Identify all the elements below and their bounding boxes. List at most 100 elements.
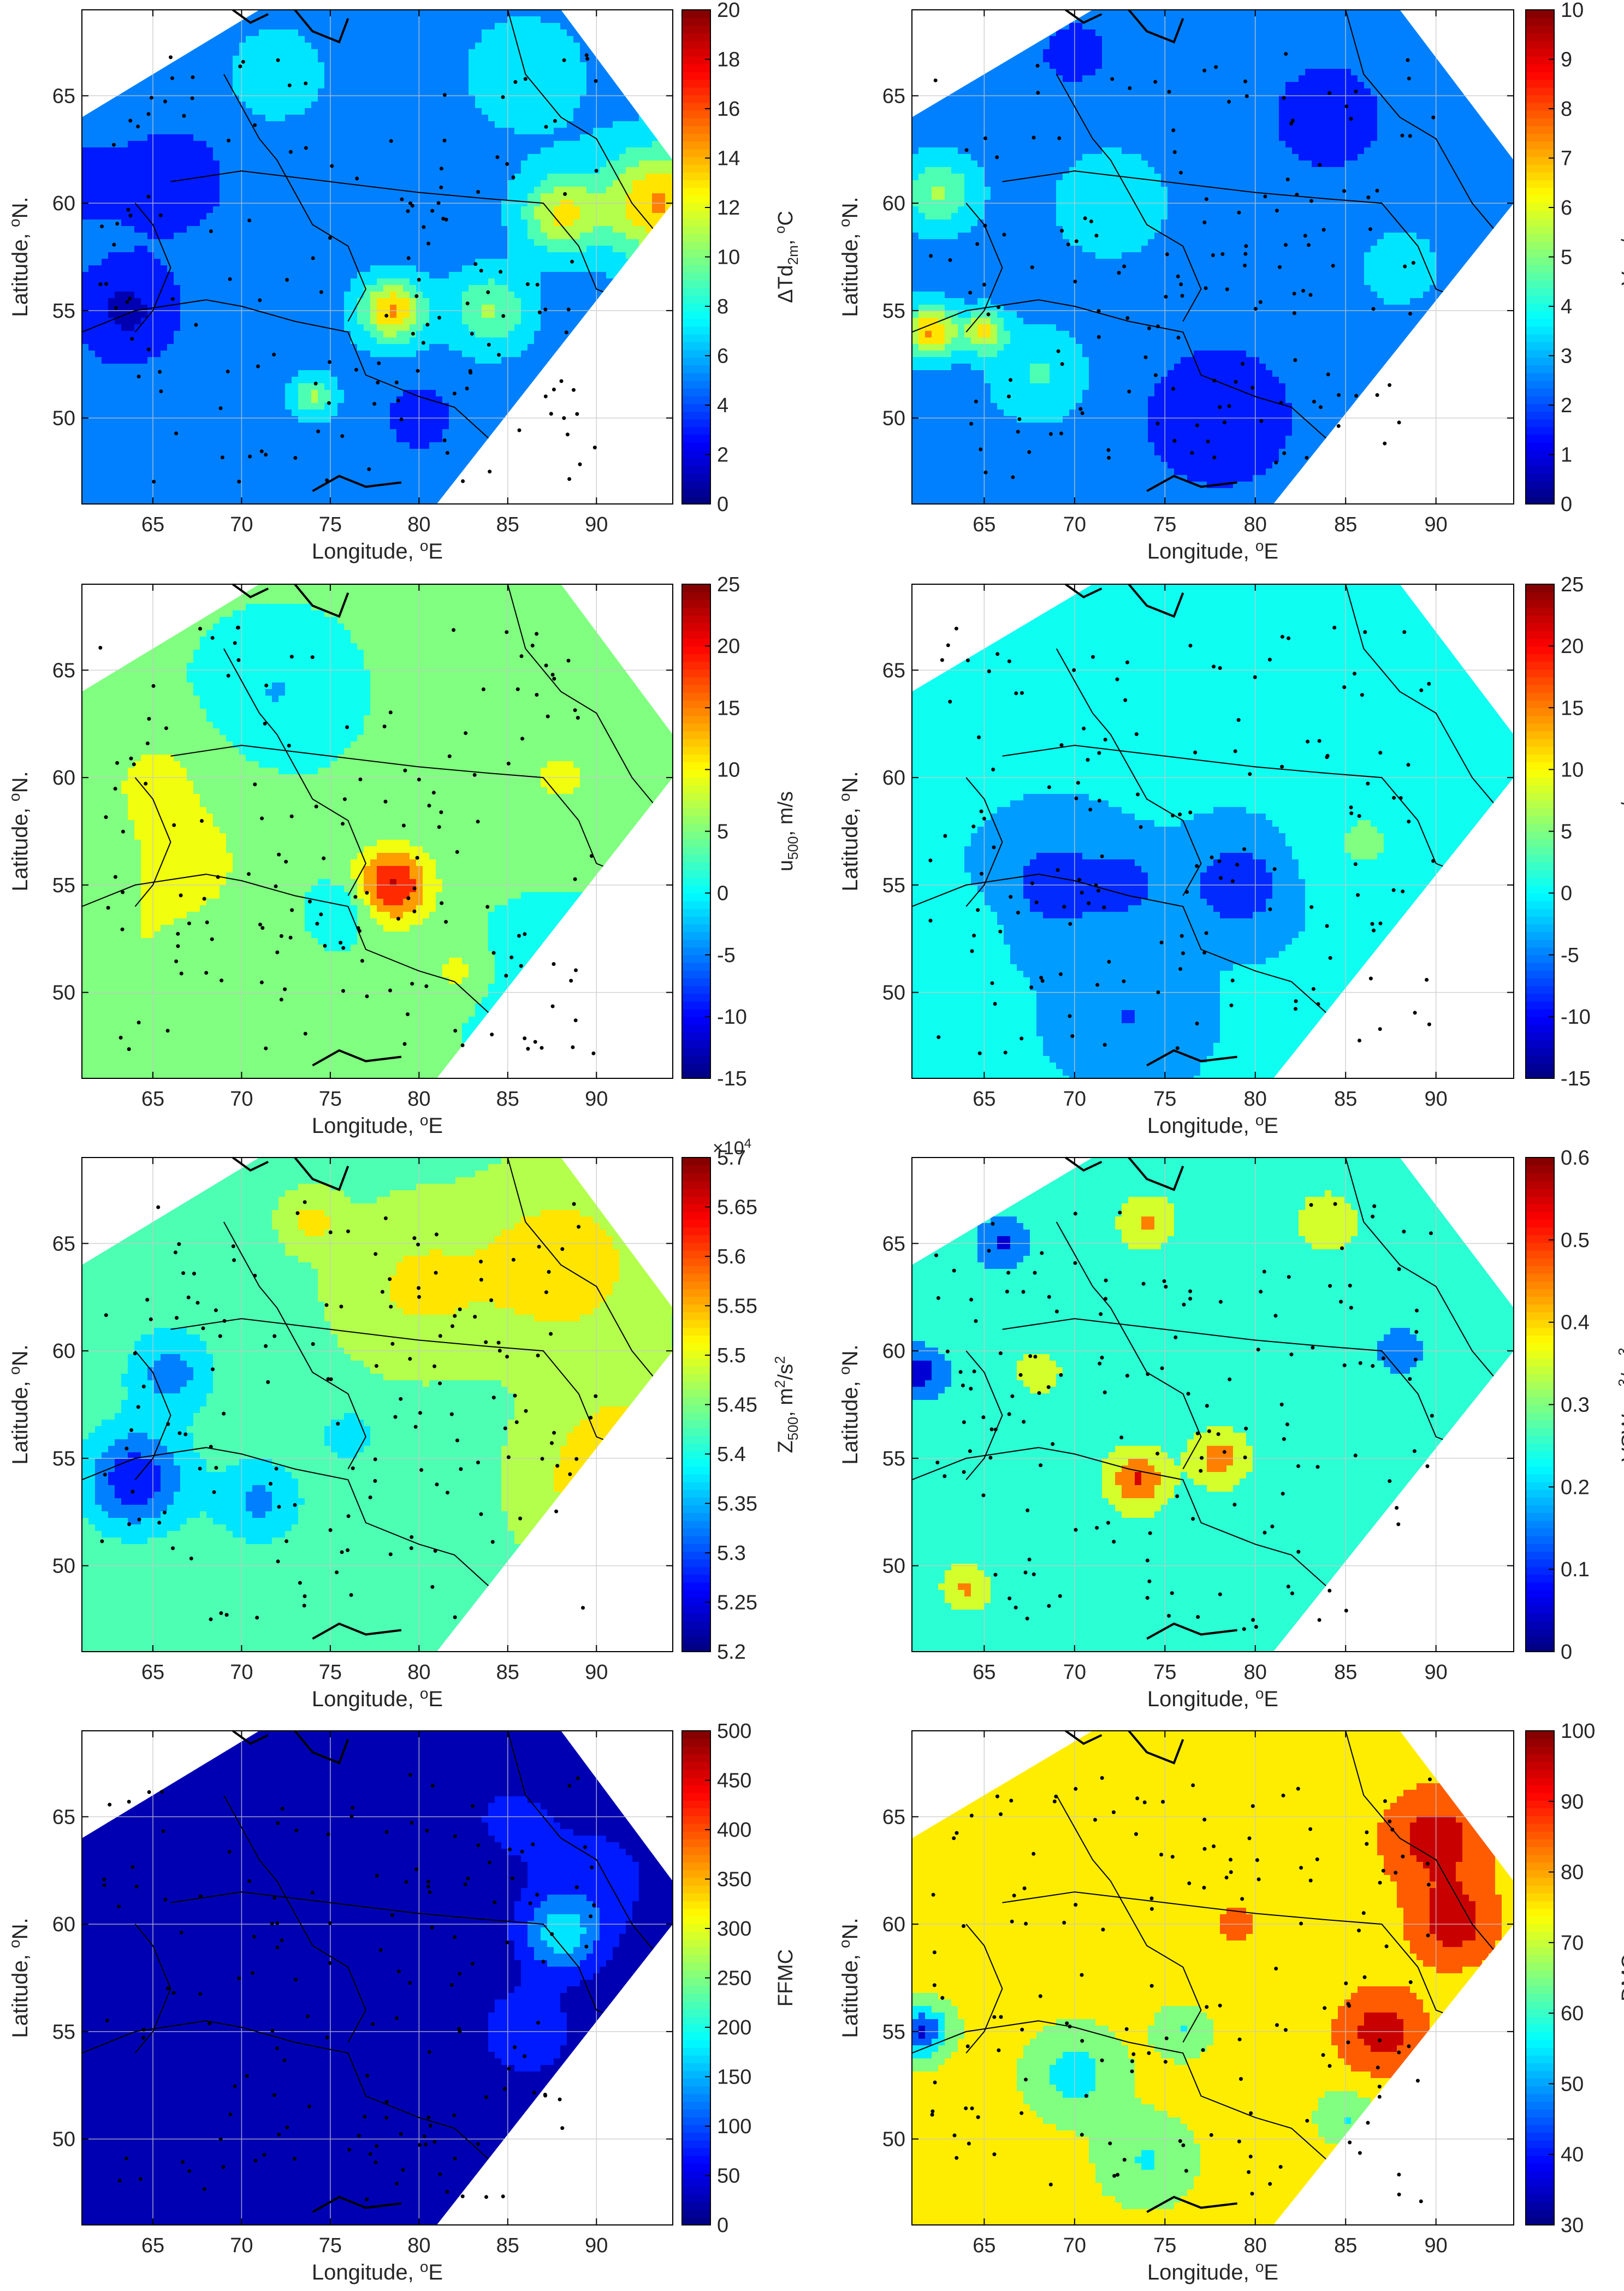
station-dot [452,391,457,396]
station-dot [955,1831,959,1835]
border-line [507,1158,668,1394]
station-dot [544,1290,548,1295]
station-dot [428,2050,431,2054]
station-dot [1181,2143,1186,2147]
station-dot [1187,1881,1192,1885]
station-dot [1186,1392,1190,1396]
station-dot [982,816,986,821]
colorbar-tick-label: -15 [717,1067,747,1090]
map-panel: 65 70 75 80 85 90 50 55 60 65 Longitude, oE Latitud… [836,1147,1624,1711]
border-line [134,777,171,907]
coast-line [1065,583,1103,598]
station-dot [1419,2199,1423,2204]
station-dot [935,1461,940,1465]
station-dot [1040,1251,1044,1255]
station-dot [373,1457,377,1462]
station-dot [1172,438,1177,443]
station-dot [212,1490,216,1494]
station-dot [319,290,323,294]
y-tick-label: 55 [52,874,75,897]
y-axis-label: Latitude, oN. [6,771,32,891]
station-dot [987,669,991,673]
station-dot [128,118,133,123]
station-dot [505,630,509,634]
station-dot [466,1876,470,1880]
station-dot [146,347,151,352]
station-dot [460,1043,465,1047]
station-dot [1268,907,1272,911]
station-dot [375,2144,379,2148]
station-dot [1099,1312,1103,1316]
station-dot [1247,2170,1251,2174]
station-dot [1112,1810,1116,1814]
station-dot [1007,659,1011,663]
station-dot [388,1277,392,1281]
station-dot [1368,227,1372,232]
station-dot [989,1427,994,1432]
station-dot [165,1029,170,1033]
axes-box [81,9,673,505]
station-dot [1147,2051,1151,2055]
station-dot [328,236,332,240]
border-line [1345,584,1509,821]
station-dot [1349,811,1354,816]
station-dot [166,1986,170,1991]
border-line [1345,1158,1509,1394]
station-dot [1218,2003,1222,2008]
colorbar-tick-label: 20 [717,0,740,22]
station-dot [1175,1494,1180,1498]
station-dot [1080,411,1084,416]
station-dot [1070,1034,1075,1038]
station-dot [1296,1464,1300,1468]
station-dot [1110,77,1115,81]
x-tick-label: 80 [1244,2234,1267,2257]
station-dot [394,381,399,384]
station-dot [1222,420,1226,425]
station-dot [367,467,371,471]
station-dot [1357,814,1361,818]
station-dot [1292,292,1296,296]
station-dot [1204,931,1208,935]
station-dot [470,331,474,336]
station-dot [141,2027,146,2032]
country-borders [912,1158,1509,1596]
border-line [223,1795,367,2043]
station-dot [432,2140,437,2144]
station-dot [1311,987,1315,991]
station-dot [1101,1927,1105,1932]
station-dot [360,959,364,963]
colorbar: -15 -10 -5 0 5 10 15 20 25 u500, m/s [681,573,801,1090]
station-dot [1122,2158,1127,2162]
station-dot [1119,1435,1124,1440]
station-dot [120,927,125,931]
station-dot [111,143,116,147]
station-dot [158,370,162,374]
station-dot [160,1790,164,1794]
colorbar-tick-label: 100 [717,2115,751,2138]
station-dot [502,2087,507,2091]
coast-line [294,583,349,618]
station-dot [575,412,579,416]
station-dot [573,708,577,713]
station-dot [219,1611,223,1615]
station-dot [1005,1290,1009,1293]
station-dot [1058,1594,1062,1598]
colorbar-label: ΔTd2m, oC [772,211,801,303]
station-dot [1171,387,1175,391]
station-dot [275,950,280,954]
grid-lines [82,1731,673,2225]
station-dot [141,2035,146,2040]
colorbar-tick-label: 25 [717,573,740,596]
station-dot [1318,163,1322,167]
station-dot [1229,1870,1233,1874]
station-dot [1402,630,1407,634]
station-dot [977,1051,982,1055]
station-dot [1170,1591,1174,1595]
station-dot [974,399,978,403]
station-dot [302,1604,306,1608]
station-dot [1336,424,1341,428]
station-dot [1315,1465,1320,1469]
station-dot [469,371,473,375]
coast-line [1128,583,1184,618]
station-dot [117,1904,121,1909]
